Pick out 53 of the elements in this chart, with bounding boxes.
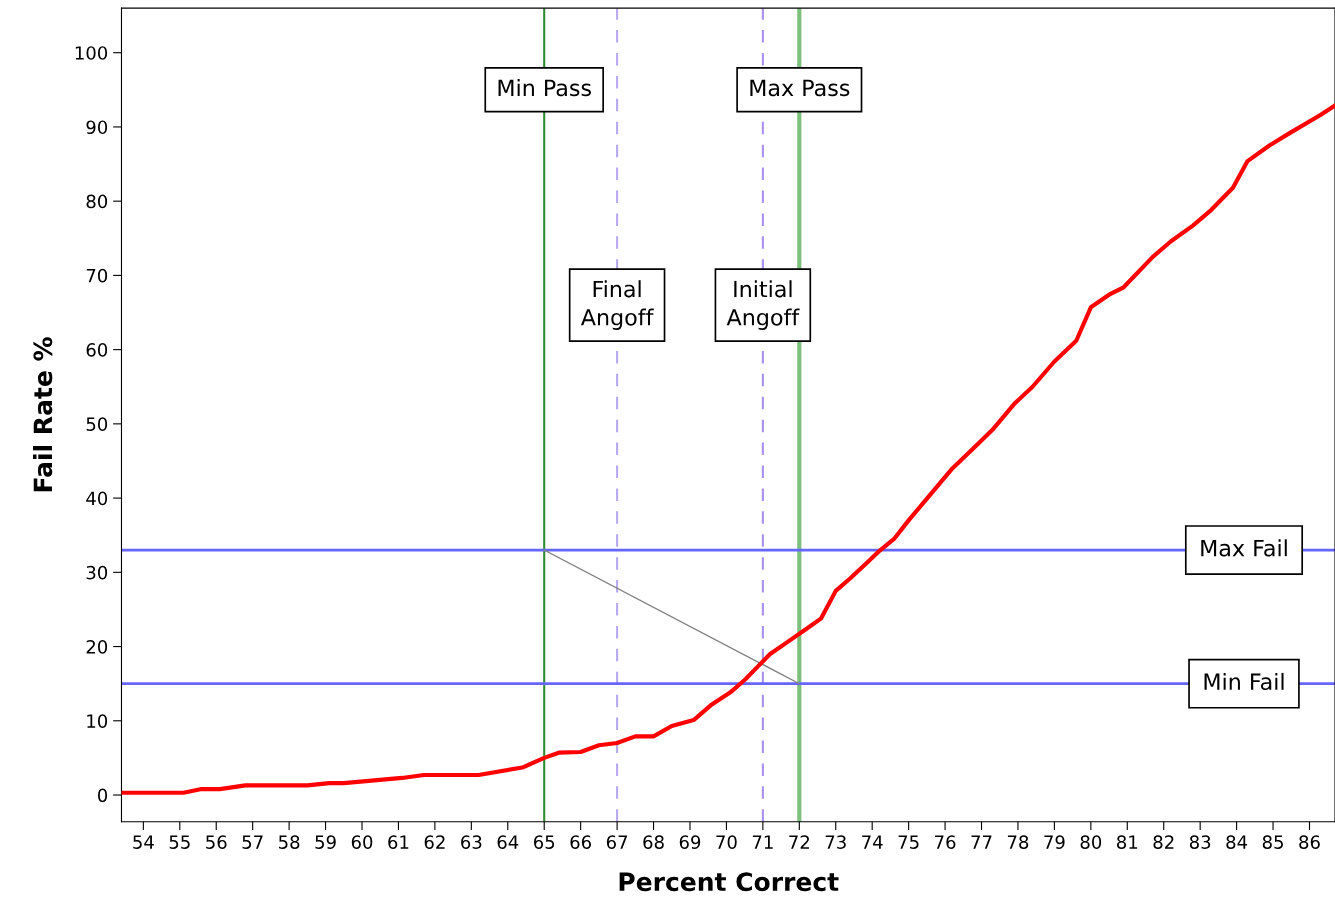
ref-line-label: Max Pass xyxy=(750,79,850,97)
line-series xyxy=(121,103,1335,795)
x-tick-label: 68 xyxy=(643,835,664,849)
x-tick-label: 54 xyxy=(133,835,154,849)
x-tick-label: 56 xyxy=(206,835,227,849)
x-tick-label: 75 xyxy=(898,835,919,849)
y-tick-label: 0 xyxy=(97,788,108,803)
x-tick-label: 61 xyxy=(388,835,409,849)
y-tick-label: 40 xyxy=(86,491,108,506)
x-tick-label: 78 xyxy=(1007,835,1029,849)
x-tick-label: 71 xyxy=(752,835,773,849)
x-tick-label: 65 xyxy=(533,835,555,849)
x-tick-label: 62 xyxy=(424,835,445,849)
x-tick-label: 76 xyxy=(935,835,956,849)
x-tick-label: 67 xyxy=(606,835,628,849)
y-tick-label: 100 xyxy=(75,46,108,60)
x-tick-label: 55 xyxy=(169,835,190,849)
x-tick-label: 72 xyxy=(789,835,809,849)
x-tick-label: 57 xyxy=(242,835,263,849)
x-tick-label: 58 xyxy=(279,835,300,849)
x-tick-label: 85 xyxy=(1262,835,1283,849)
y-tick-label: 10 xyxy=(87,714,108,728)
x-tick-label: 83 xyxy=(1189,835,1211,849)
y-tick-label: 50 xyxy=(86,417,108,431)
x-tick-label: 74 xyxy=(862,835,883,849)
y-tick-label: 70 xyxy=(86,268,108,283)
x-tick-label: 80 xyxy=(1080,835,1102,849)
y-axis-title: Fail Rate % xyxy=(32,337,53,492)
y-tick-label: 20 xyxy=(86,640,108,654)
x-tick-label: 66 xyxy=(570,835,591,849)
x-tick-label: 63 xyxy=(461,835,482,849)
ref-line-label: Initial Angoff xyxy=(726,280,800,330)
x-tick-label: 77 xyxy=(971,835,992,849)
x-axis-title: Percent Correct xyxy=(619,872,839,892)
x-tick-label: 81 xyxy=(1117,835,1138,849)
x-tick-label: 73 xyxy=(825,835,846,849)
x-tick-label: 84 xyxy=(1226,835,1248,849)
y-tick-label: 60 xyxy=(86,343,108,357)
x-tick-label: 59 xyxy=(315,835,336,849)
x-tick-label: 82 xyxy=(1153,835,1174,849)
y-tick-label: 80 xyxy=(86,194,108,209)
x-tick-label: 69 xyxy=(679,835,701,849)
x-tick-label: 86 xyxy=(1299,835,1320,849)
ref-line-label: Min Fail xyxy=(1204,672,1284,691)
y-tick-label: 90 xyxy=(86,120,108,135)
x-tick-label: 79 xyxy=(1044,835,1065,849)
ref-line-label: Final Angoff xyxy=(580,280,654,330)
ref-line-label: Max Fail xyxy=(1201,539,1287,557)
x-tick-label: 64 xyxy=(497,835,519,849)
x-tick-label: 60 xyxy=(351,835,373,849)
ref-line-label: Min Pass xyxy=(498,79,591,97)
y-tick-label: 30 xyxy=(86,565,108,580)
x-tick-label: 70 xyxy=(716,835,737,849)
